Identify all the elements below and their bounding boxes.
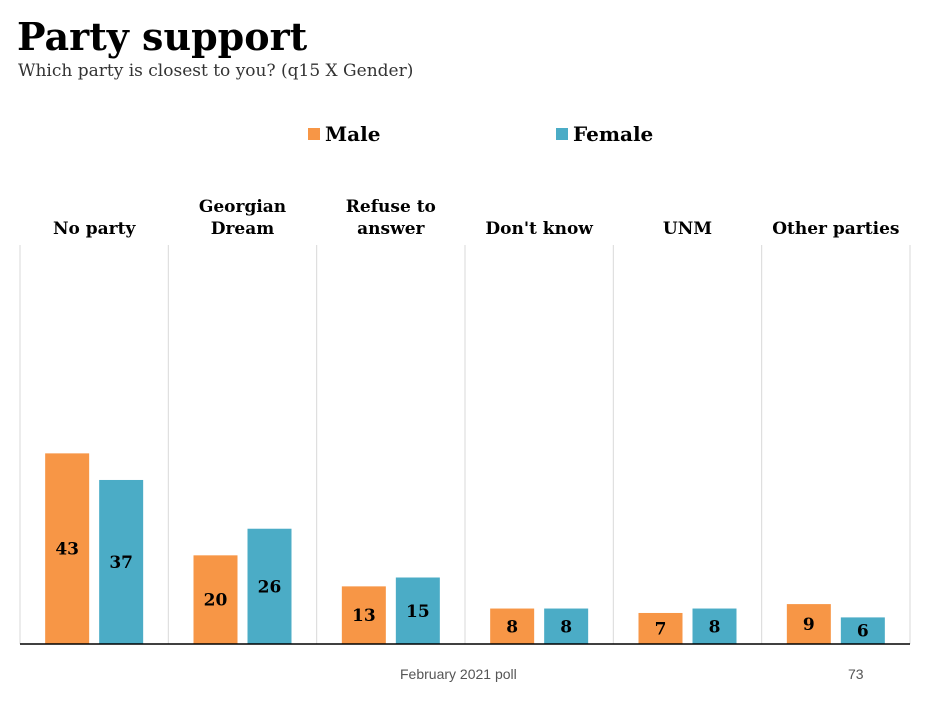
bar-female	[692, 608, 737, 644]
data-label-male: 7	[655, 619, 667, 639]
chart-subtitle: Which party is closest to you? (q15 X Ge…	[18, 61, 414, 81]
bar-male	[786, 604, 831, 644]
bar-female	[395, 577, 440, 644]
bar-female	[544, 608, 589, 644]
legend-label-male: Male	[325, 122, 380, 146]
data-label-male: 43	[55, 540, 79, 560]
chart-title: Party support	[17, 14, 308, 59]
bar-female	[247, 528, 292, 644]
category-label: Dream	[211, 219, 275, 239]
data-label-male: 13	[352, 606, 376, 626]
data-label-female: 37	[109, 553, 133, 573]
category-label: No party	[53, 219, 137, 239]
legend-swatch-female	[556, 128, 568, 140]
bar-male	[638, 612, 683, 644]
bar-male	[490, 608, 535, 644]
bar-male	[45, 453, 90, 644]
bar-male	[193, 555, 238, 644]
category-label: Georgian	[199, 197, 286, 217]
category-label: Refuse to	[346, 197, 436, 217]
data-label-female: 8	[709, 617, 721, 637]
data-label-male: 9	[803, 615, 815, 635]
data-label-female: 8	[560, 617, 572, 637]
category-label: UNM	[663, 219, 712, 239]
page-number: 73	[848, 666, 864, 682]
legend-label-female: Female	[573, 122, 653, 146]
legend-swatch-male	[308, 128, 320, 140]
footer-source: February 2021 poll	[400, 666, 517, 682]
data-label-male: 8	[506, 617, 518, 637]
category-label: Other parties	[772, 219, 899, 239]
data-label-female: 15	[406, 602, 430, 622]
data-label-female: 6	[857, 622, 869, 642]
category-label: Don't know	[485, 219, 593, 239]
data-label-male: 20	[204, 591, 228, 611]
category-label: answer	[357, 219, 425, 239]
bar-male	[341, 586, 386, 644]
data-label-female: 26	[258, 577, 282, 597]
bar-female	[840, 617, 885, 644]
bar-female	[99, 479, 144, 644]
